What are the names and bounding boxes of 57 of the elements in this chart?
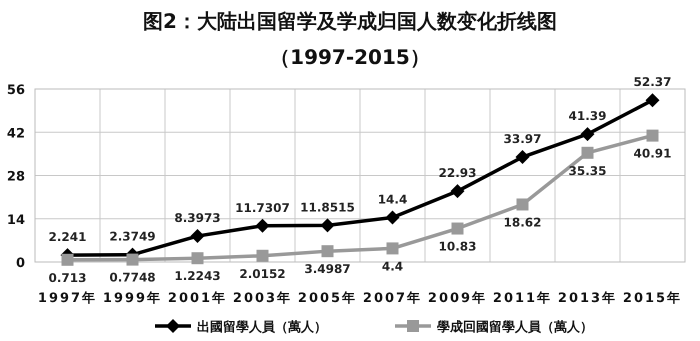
x-tick-label: 2011年: [492, 291, 552, 306]
data-label: 2.241: [48, 230, 86, 244]
x-tick-label: 2005年: [298, 291, 358, 306]
point: [126, 254, 138, 266]
chart-title: 图2：大陆出国留学及学成归国人数变化折线图: [143, 9, 557, 33]
point: [256, 250, 268, 262]
x-tick-label: 2003年: [232, 291, 292, 306]
point: [516, 198, 528, 210]
point: [386, 242, 398, 254]
x-tick-label: 2001年: [168, 291, 228, 306]
data-label: 11.7307: [235, 200, 290, 215]
point: [322, 245, 334, 258]
data-label: 4.4: [382, 259, 404, 274]
data-label: 1.2243: [174, 269, 221, 284]
point: [582, 146, 594, 159]
point: [320, 218, 334, 232]
data-label: 8.3973: [174, 211, 221, 226]
chart-subtitle: （1997-2015）: [270, 45, 430, 69]
y-tick-label: 56: [6, 83, 25, 98]
data-label: 14.4: [378, 192, 408, 207]
point: [452, 222, 464, 235]
x-tick-label: 2015年: [622, 291, 682, 306]
point: [190, 229, 204, 244]
point: [646, 130, 658, 142]
legend-label: 出國留學人員（萬人）: [197, 320, 327, 335]
point: [192, 252, 204, 264]
data-label: 35.35: [568, 164, 606, 178]
point: [256, 218, 270, 233]
point: [386, 210, 400, 225]
x-tick-label: 2009年: [428, 291, 488, 306]
data-label: 41.39: [568, 109, 606, 124]
data-label: 10.83: [438, 240, 476, 254]
data-label: 0.713: [48, 270, 86, 285]
data-label: 22.93: [438, 166, 476, 180]
data-label: 40.91: [634, 146, 672, 161]
y-tick-label: 28: [6, 170, 25, 184]
data-label: 18.62: [504, 215, 542, 230]
y-tick-label: 0: [16, 256, 25, 271]
x-tick-label: 2013年: [558, 291, 618, 306]
y-tick-label: 14: [6, 212, 25, 228]
data-label: 33.97: [504, 132, 542, 146]
data-label: 52.37: [634, 75, 672, 90]
x-tick-label: 1997年: [38, 291, 98, 306]
x-tick-label: 2007年: [362, 291, 422, 306]
point: [62, 254, 74, 266]
point: [450, 184, 464, 198]
data-label: 2.0152: [239, 266, 286, 281]
data-label: 11.8515: [300, 200, 355, 214]
data-label: 3.4987: [304, 262, 351, 276]
y-tick-label: 42: [6, 126, 25, 142]
point: [646, 93, 660, 108]
point: [580, 127, 594, 142]
x-tick-label: 1999年: [102, 291, 162, 306]
data-label: 0.7748: [109, 270, 156, 285]
data-label: 2.3749: [109, 230, 156, 244]
point: [516, 150, 530, 164]
legend-label: 學成回國留學人員（萬人）: [437, 320, 593, 335]
